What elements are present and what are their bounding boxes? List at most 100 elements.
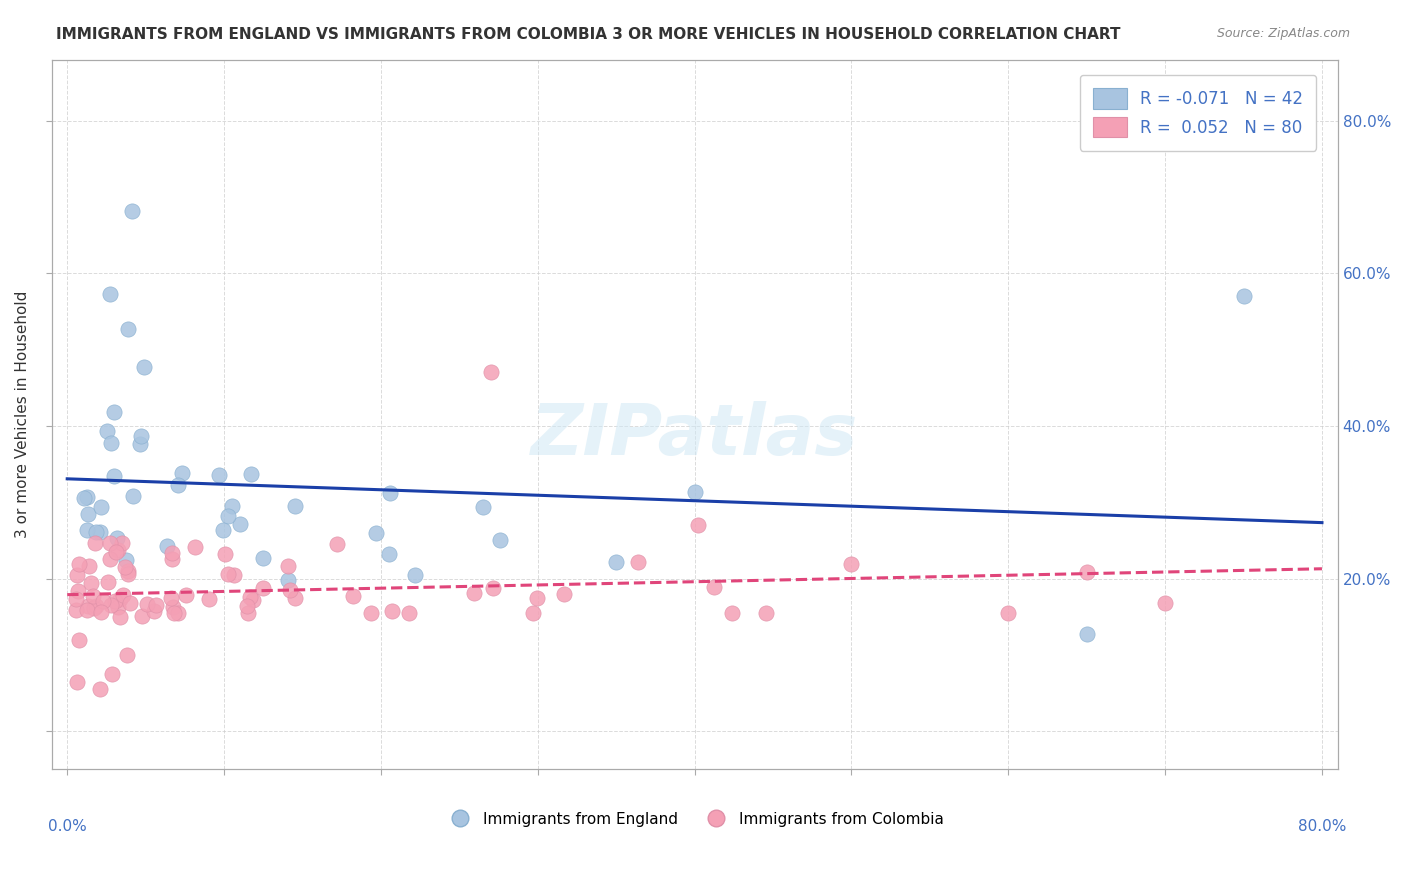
Point <box>67 632 90 647</box>
Text: IMMIGRANTS FROM ENGLAND VS IMMIGRANTS FROM COLOMBIA 3 OR MORE VEHICLES IN HOUSEH: IMMIGRANTS FROM ENGLAND VS IMMIGRANTS FR… <box>56 27 1121 42</box>
Point <box>214 547 236 561</box>
Point <box>366 525 388 540</box>
Point <box>553 587 575 601</box>
Point <box>404 567 426 582</box>
Point <box>145 599 167 613</box>
Point <box>83 536 105 550</box>
Point <box>242 592 264 607</box>
Point <box>160 591 183 605</box>
Point <box>131 608 153 623</box>
Point <box>142 604 165 618</box>
Point <box>105 531 128 545</box>
Point <box>239 591 262 605</box>
Point <box>463 586 485 600</box>
Point <box>198 592 221 607</box>
Point <box>110 591 132 606</box>
Point <box>238 606 260 620</box>
Point <box>136 597 159 611</box>
Point <box>221 499 243 513</box>
Point <box>67 557 90 571</box>
Point <box>522 606 544 620</box>
Point <box>381 604 404 618</box>
Point <box>101 667 124 681</box>
Point <box>377 547 399 561</box>
Point <box>755 606 778 620</box>
Text: 0.0%: 0.0% <box>48 819 87 834</box>
Point <box>721 606 744 620</box>
Point <box>100 435 122 450</box>
Point <box>378 485 401 500</box>
Point <box>1232 289 1254 303</box>
Point <box>107 543 129 558</box>
Point <box>252 551 274 566</box>
Point <box>211 523 233 537</box>
Point <box>997 606 1019 620</box>
Point <box>482 582 505 596</box>
Point <box>103 469 125 483</box>
Point <box>97 575 120 590</box>
Point <box>67 583 90 598</box>
Point <box>1154 596 1177 610</box>
Point <box>229 517 252 532</box>
Point <box>277 558 299 573</box>
Point <box>65 591 87 606</box>
Point <box>91 594 114 608</box>
Point <box>252 581 274 595</box>
Point <box>686 518 709 533</box>
Point <box>217 508 239 523</box>
Legend: Immigrants from England, Immigrants from Colombia: Immigrants from England, Immigrants from… <box>439 805 950 832</box>
Point <box>121 203 143 218</box>
Point <box>89 525 111 540</box>
Point <box>841 557 863 571</box>
Point <box>166 478 188 492</box>
Point <box>162 606 184 620</box>
Point <box>90 500 112 514</box>
Point <box>77 558 100 573</box>
Point <box>118 596 141 610</box>
Point <box>155 540 177 554</box>
Point <box>398 606 420 620</box>
Point <box>284 591 307 605</box>
Point <box>111 589 134 603</box>
Point <box>208 468 231 483</box>
Point <box>76 490 98 504</box>
Point <box>184 540 207 554</box>
Point <box>108 609 131 624</box>
Point <box>134 360 156 375</box>
Point <box>84 599 107 613</box>
Point <box>117 566 139 581</box>
Point <box>162 546 184 560</box>
Point <box>117 564 139 578</box>
Point <box>488 533 510 547</box>
Point <box>114 553 136 567</box>
Point <box>472 500 495 515</box>
Point <box>174 588 197 602</box>
Point <box>284 500 307 514</box>
Point <box>129 436 152 450</box>
Point <box>1076 627 1098 641</box>
Y-axis label: 3 or more Vehicles in Household: 3 or more Vehicles in Household <box>15 291 30 538</box>
Point <box>115 648 138 662</box>
Point <box>73 491 96 505</box>
Point <box>98 551 121 566</box>
Point <box>100 598 122 612</box>
Point <box>360 606 382 620</box>
Point <box>66 674 89 689</box>
Point <box>100 286 122 301</box>
Text: ZIPatlas: ZIPatlas <box>531 401 858 470</box>
Point <box>277 573 299 587</box>
Point <box>107 599 129 614</box>
Text: 80.0%: 80.0% <box>1298 819 1346 834</box>
Point <box>122 489 145 503</box>
Point <box>114 560 136 574</box>
Point <box>224 568 246 582</box>
Point <box>278 582 301 597</box>
Point <box>170 466 193 480</box>
Point <box>84 524 107 539</box>
Point <box>104 594 127 608</box>
Point <box>236 599 259 613</box>
Point <box>117 321 139 335</box>
Point <box>605 555 627 569</box>
Point <box>89 682 111 697</box>
Point <box>166 606 188 620</box>
